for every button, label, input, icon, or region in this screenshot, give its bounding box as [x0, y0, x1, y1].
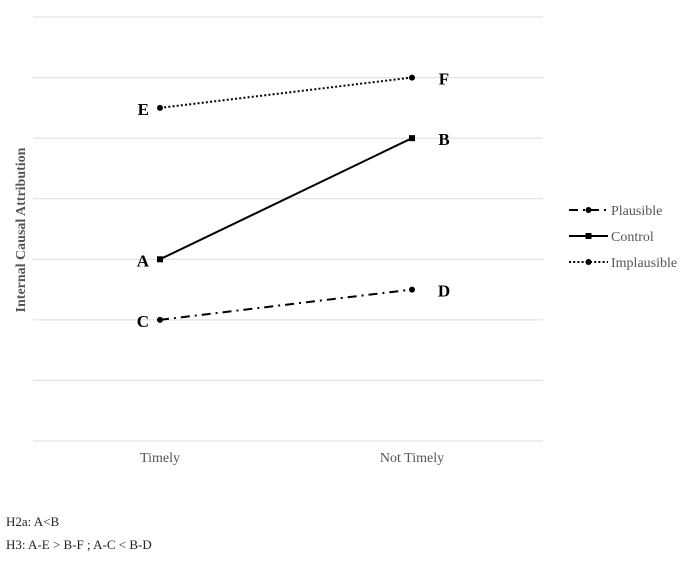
legend-marker	[585, 233, 592, 239]
point-label: A	[137, 251, 150, 270]
legend-label: Implausible	[611, 256, 677, 271]
legend-item: Plausible	[569, 204, 662, 219]
series-implausible: EF	[138, 70, 450, 119]
point-label: F	[439, 70, 449, 89]
data-point	[409, 135, 415, 142]
legend-label: Plausible	[611, 204, 662, 219]
data-point	[157, 256, 163, 263]
legend-marker	[585, 259, 592, 265]
legend-item: Implausible	[569, 256, 677, 271]
data-point	[409, 74, 415, 81]
point-label: D	[438, 282, 450, 301]
data-point	[157, 316, 163, 323]
series-control: AB	[137, 130, 450, 270]
data-point	[409, 286, 415, 293]
legend-label: Control	[611, 230, 654, 245]
gridlines	[33, 16, 543, 442]
x-tick-label: Not Timely	[380, 451, 444, 466]
x-tick-label: Timely	[140, 451, 180, 466]
legend: Plausible Control Implausible	[569, 204, 677, 271]
data-point	[157, 104, 163, 111]
legend-marker	[585, 207, 592, 213]
hypothesis-h2a: H2a: A<B	[6, 514, 60, 529]
y-axis-label: Internal Causal Attribution	[14, 147, 29, 312]
hypothesis-h3: H3: A-E > B-F ; A-C < B-D	[6, 537, 152, 552]
legend-item: Control	[569, 230, 654, 245]
point-label: C	[137, 312, 149, 331]
series-line	[159, 288, 413, 321]
point-label: B	[438, 130, 449, 149]
point-label: E	[138, 100, 149, 119]
series-line	[159, 137, 413, 261]
x-tick-labels: Timely Not Timely	[140, 451, 444, 466]
series-plausible: CD	[137, 282, 450, 331]
series-line	[159, 76, 413, 109]
